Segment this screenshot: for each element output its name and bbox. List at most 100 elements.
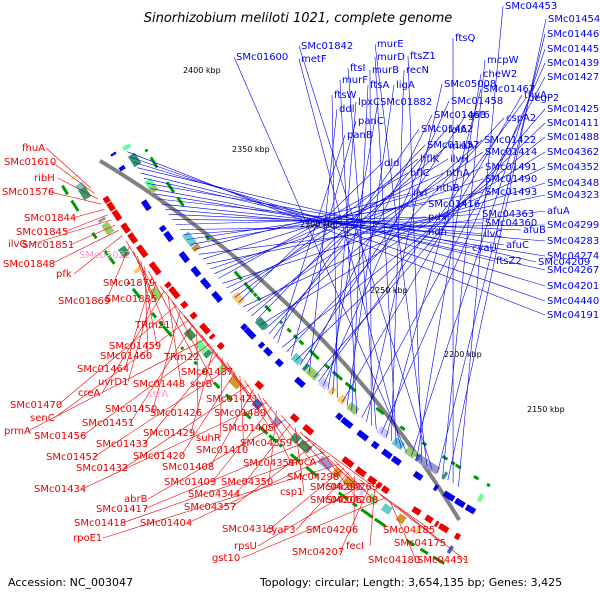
- kbp-tick-label: 2400 kbp: [183, 66, 221, 75]
- gene-feature: [278, 443, 283, 448]
- forward-gene-label: nthB: [436, 183, 460, 194]
- gene-feature: [354, 466, 367, 478]
- reverse-gene-label: SMc01489: [214, 408, 266, 419]
- gene-feature: [111, 209, 123, 222]
- label-connector: [304, 114, 433, 370]
- label-connector: [332, 101, 357, 395]
- gene-feature: [454, 463, 462, 470]
- reverse-gene-label: SMc04350: [221, 477, 273, 488]
- label-connector: [143, 353, 219, 445]
- forward-gene-label: SMc01488: [547, 132, 599, 143]
- reverse-gene-label: pfk: [56, 269, 72, 280]
- forward-gene-label: nthA: [446, 168, 470, 179]
- label-connector: [57, 305, 177, 406]
- gene-feature: [412, 470, 424, 481]
- gene-feature: [193, 360, 198, 366]
- forward-gene-label: SMc04453: [505, 1, 557, 12]
- gene-feature: [360, 508, 374, 519]
- forward-gene-label: afuB: [523, 225, 546, 236]
- reverse-gene-label: SMc01409: [164, 477, 216, 488]
- reverse-gene-label: TRm21: [134, 320, 171, 331]
- label-connector: [319, 448, 359, 501]
- forward-gene-label: afuA: [547, 206, 570, 217]
- label-connector: [269, 467, 345, 530]
- reverse-gene-label: ribH: [34, 173, 55, 184]
- reverse-gene-label: SMc01460: [100, 351, 152, 362]
- kbp-tick-layer: 2400 kbp 2350 kbp 2300 kbp 2250 kbp 2200 kbp…: [183, 66, 565, 414]
- gene-feature: [286, 327, 292, 334]
- forward-gene-label: SMc04299: [547, 220, 599, 231]
- label-connector: [241, 497, 386, 559]
- gene-feature: [327, 386, 337, 396]
- label-connector: [49, 191, 102, 205]
- reverse-gene-label: SMc04451: [417, 555, 469, 566]
- gene-feature: [102, 195, 111, 204]
- reverse-gene-label: SMc01450: [105, 404, 157, 415]
- forward-gene-label: mcpW: [487, 55, 519, 66]
- gene-feature: [289, 453, 301, 463]
- gene-feature: [91, 232, 98, 240]
- label-connector: [304, 435, 375, 488]
- gene-feature: [224, 393, 233, 402]
- forward-gene-label: ftsZ2: [496, 256, 522, 267]
- label-connector: [230, 158, 449, 294]
- gene-feature: [346, 402, 360, 415]
- reverse-gene-label: fhuA: [22, 143, 45, 154]
- forward-gene-label: SMc01467: [483, 84, 535, 95]
- gene-feature: [358, 487, 367, 497]
- gene-feature: [191, 243, 201, 253]
- gene-feature: [344, 381, 357, 393]
- gene-feature: [106, 201, 116, 212]
- reverse-gene-label: rpsU: [234, 541, 257, 552]
- gene-feature: [454, 497, 466, 509]
- forward-gene-label: murD: [377, 52, 405, 63]
- forward-gene-label: cspA2: [506, 113, 536, 124]
- gene-feature: [168, 286, 181, 300]
- gene-feature: [395, 513, 407, 525]
- label-connector: [125, 240, 152, 284]
- reverse-gene-label: SMc01434: [34, 484, 86, 495]
- forward-gene-label: SMc01882: [380, 97, 432, 108]
- label-connector: [140, 172, 495, 262]
- reverse-gene-label: SMc01437: [181, 367, 233, 378]
- gene-feature: [441, 454, 449, 461]
- reverse-gene-label: SMc01464: [77, 364, 129, 375]
- gene-feature: [162, 325, 173, 338]
- reverse-gene-label: SMc04180: [368, 555, 420, 566]
- label-connector: [198, 210, 546, 255]
- gene-feature: [118, 164, 126, 172]
- label-connector: [369, 490, 375, 547]
- label-connector: [298, 45, 433, 470]
- label-connector: [209, 389, 254, 468]
- gene-feature: [432, 484, 440, 492]
- forward-gene-label: afuC: [506, 240, 529, 251]
- gene-feature: [317, 455, 334, 471]
- label-connector: [366, 83, 443, 422]
- reverse-gene-label: uvrD1: [98, 377, 128, 388]
- label-connector: [299, 114, 467, 365]
- gene-feature: [70, 199, 80, 212]
- reverse-gene-label: SMc01433: [96, 439, 148, 450]
- reverse-gene-label: SMc01429: [143, 428, 195, 439]
- label-connector: [395, 504, 466, 561]
- label-connector: [148, 271, 195, 358]
- label-connector: [130, 156, 546, 302]
- gene-feature: [158, 321, 164, 327]
- label-connector: [391, 69, 405, 441]
- label-connector: [81, 402, 268, 490]
- forward-gene-label: ftsA: [370, 80, 389, 91]
- gene-feature: [351, 501, 358, 508]
- gene-feature: [442, 490, 456, 502]
- gene-feature: [78, 186, 92, 201]
- gene-feature: [183, 327, 197, 342]
- reverse-gene-label: SMc01448: [133, 379, 185, 390]
- forward-gene-label: gst6: [468, 110, 490, 121]
- label-connector: [374, 56, 397, 445]
- gene-feature: [418, 456, 429, 467]
- gene-feature: [97, 216, 107, 224]
- label-connector: [277, 134, 346, 344]
- label-connector: [167, 296, 182, 385]
- reverse-gene-label: SMc04269: [326, 482, 378, 493]
- reverse-gene-label: SMc01452: [46, 452, 98, 463]
- label-connector: [442, 59, 486, 477]
